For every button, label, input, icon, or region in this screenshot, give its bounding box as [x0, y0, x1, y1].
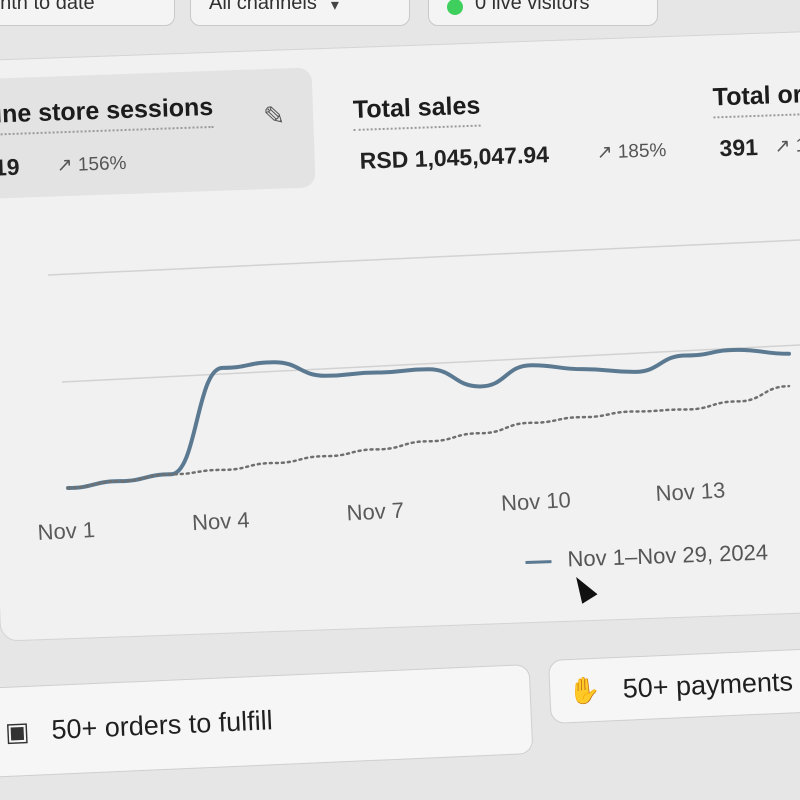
inbox-icon: ▣ [4, 715, 31, 747]
gridline-0 [47, 239, 800, 276]
x-tick-label: Nov 7 [346, 498, 405, 526]
channels-filter[interactable]: All channels ▾ [190, 0, 410, 26]
payments-button[interactable]: ✋ 50+ payments t [548, 646, 800, 724]
x-tick-label: Nov 10 [500, 487, 571, 516]
channels-label: All channels [209, 0, 317, 14]
legend-line-swatch [525, 559, 552, 564]
x-tick-label: Nov 13 [655, 477, 726, 506]
x-tick-label: Nov 1 [37, 517, 96, 545]
task-label: 50+ payments t [622, 665, 800, 704]
hand-payment-icon: ✋ [567, 674, 602, 706]
date-range-label: onth to date [0, 0, 95, 14]
series-line-1 [66, 384, 791, 490]
date-range-filter[interactable]: onth to date [0, 0, 175, 26]
series-line-0 [66, 347, 791, 490]
live-status-icon [447, 0, 463, 15]
x-tick-label: Nov 4 [191, 507, 250, 535]
gridline-1 [61, 344, 800, 383]
live-visitors-button[interactable]: 0 live visitors [428, 0, 658, 26]
live-visitors-label: 0 live visitors [475, 0, 590, 14]
task-label: 50+ orders to fulfill [50, 704, 274, 745]
chevron-down-icon: ▾ [330, 0, 339, 14]
